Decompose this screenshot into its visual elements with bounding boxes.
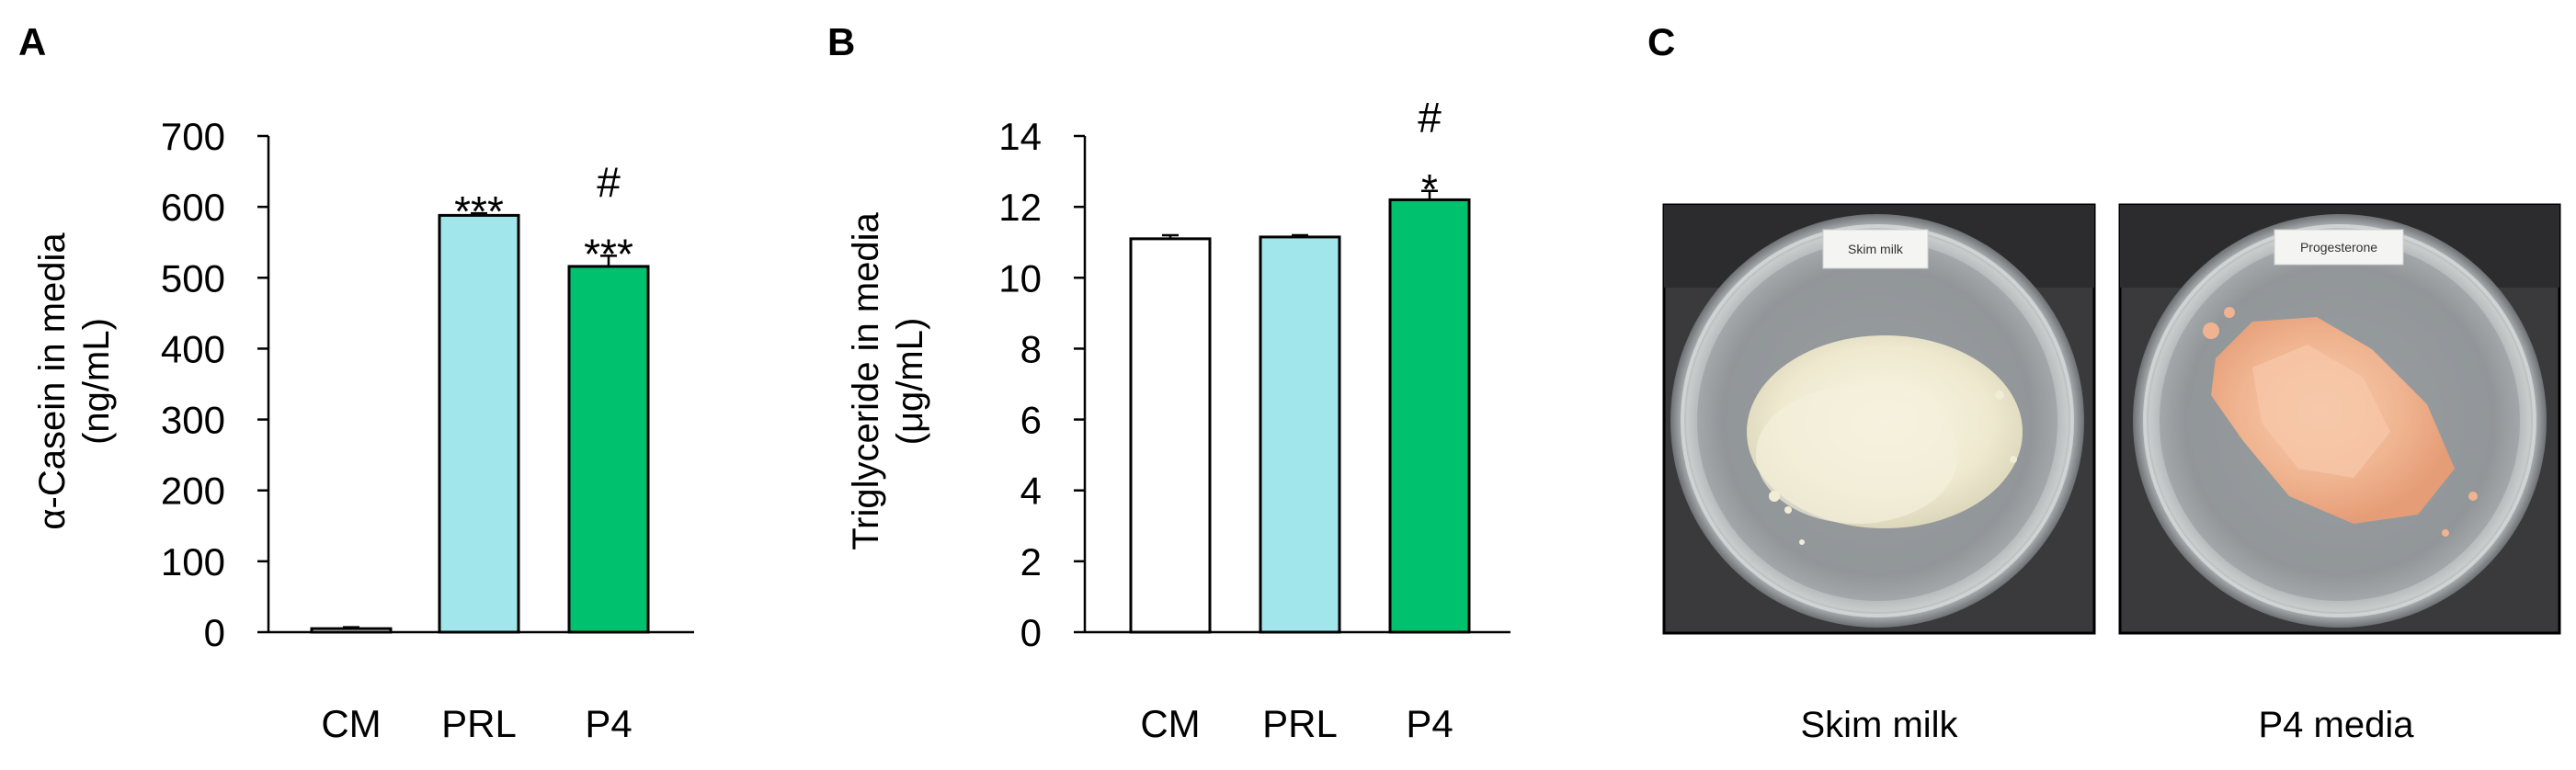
chart-a-ylabel-line1: α-Casein in media [32, 232, 73, 530]
chart-a-significance-marker: *** [584, 230, 633, 277]
chart-b-triglyceride: Triglyceride in media (μg/mL) 0 2 4 6 8 10 12 1… [846, 94, 1510, 745]
chart-a-ytick-label: 400 [161, 327, 225, 370]
chart-b-ytick-label: 6 [1020, 399, 1042, 442]
chart-b-significance-marker: * [1421, 165, 1438, 213]
caption-p4-media: P4 media [2259, 705, 2415, 745]
chart-b-category-label: CM [1140, 702, 1200, 745]
chart-a-bar-cm [310, 627, 393, 634]
chart-b-ytick-label: 0 [1020, 611, 1042, 654]
chart-b-bar-prl [1259, 235, 1341, 634]
chart-b-ytick-label: 8 [1020, 327, 1042, 370]
chart-a-ytick-label: 600 [161, 186, 225, 229]
photo-skim-milk: Skim milk [1662, 203, 2096, 635]
chart-b-bar-cm [1129, 237, 1212, 634]
chart-a-category-label: PRL [441, 702, 517, 745]
photo-p4-media-tag: Progesterone [2300, 240, 2377, 255]
caption-skim-milk: Skim milk [1800, 705, 1958, 745]
photo-p4-media: Progesterone [2118, 203, 2561, 635]
chart-a-ytick-label: 0 [204, 611, 225, 654]
chart-b-ylabel-line2: (μg/mL) [890, 318, 930, 446]
chart-a-category-label: CM [321, 702, 381, 745]
chart-a-ytick-label: 200 [161, 470, 225, 513]
chart-a-casein: α-Casein in media (ng/mL) 0 100 200 300 400 5… [32, 115, 694, 745]
chart-b-category-label: P4 [1406, 702, 1453, 745]
chart-a-ylabel-line2: (ng/mL) [76, 318, 117, 445]
chart-b-ylabel-line1: Triglyceride in media [846, 211, 886, 549]
chart-a-category-label: P4 [585, 702, 632, 745]
chart-a-ytick-label: 100 [161, 540, 225, 583]
photo-skim-milk-tag: Skim milk [1848, 242, 1904, 256]
chart-a-significance-marker: # [597, 158, 621, 206]
chart-b-ytick-label: 14 [998, 115, 1042, 158]
chart-a-ytick-label: 700 [161, 115, 225, 158]
chart-a-ytick-label: 500 [161, 256, 225, 300]
chart-b-ytick-label: 4 [1020, 470, 1042, 513]
chart-a-bar-p4 [567, 265, 650, 634]
chart-b-bar-p4 [1388, 198, 1471, 634]
chart-b-category-label: PRL [1262, 702, 1338, 745]
chart-a-bar-prl [438, 213, 520, 634]
chart-a-ytick-label: 300 [161, 399, 225, 442]
chart-a-significance-marker: *** [454, 187, 504, 235]
chart-b-ytick-label: 2 [1020, 540, 1042, 583]
chart-b-significance-marker: # [1418, 94, 1442, 142]
chart-b-ytick-label: 12 [998, 186, 1042, 229]
chart-b-ytick-label: 10 [998, 256, 1042, 300]
panel-label-c: C [1647, 20, 1675, 63]
panel-label-b: B [827, 20, 855, 63]
panel-label-a: A [18, 20, 46, 63]
